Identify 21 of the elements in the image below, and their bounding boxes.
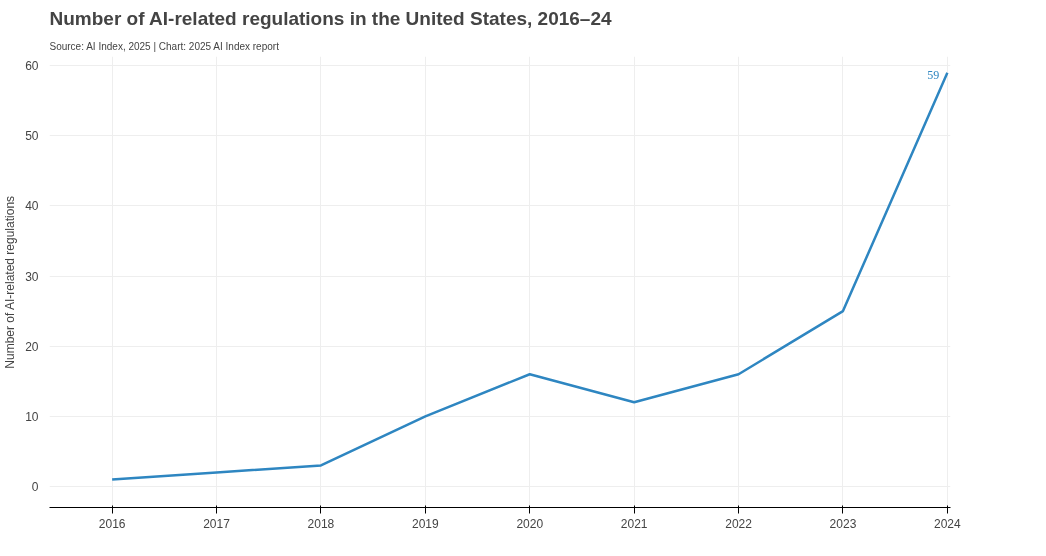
y-tick-label: 30 bbox=[25, 269, 39, 284]
y-tick-label: 50 bbox=[25, 129, 39, 144]
x-tick-label: 2020 bbox=[516, 516, 544, 531]
chart-subtitle: Source: AI Index, 2025 | Chart: 2025 AI Index report bbox=[49, 40, 280, 52]
y-tick-label: 0 bbox=[31, 479, 39, 494]
x-tick-label: 2016 bbox=[98, 516, 126, 531]
x-tick-label: 2019 bbox=[412, 516, 440, 531]
line-series bbox=[110, 71, 949, 481]
y-tick-label: 10 bbox=[25, 409, 39, 424]
x-tick-label: 2023 bbox=[829, 516, 857, 531]
y-tick-label: 40 bbox=[25, 199, 39, 214]
x-tick-label: 2017 bbox=[203, 516, 231, 531]
y-tick-label: 60 bbox=[25, 59, 39, 74]
x-tick-label: 2018 bbox=[307, 516, 335, 531]
y-tick-label: 20 bbox=[25, 339, 39, 354]
chart-title: Number of AI-related regulations in the United States, 2016–24 bbox=[49, 7, 612, 29]
x-tick-label: 2021 bbox=[620, 516, 648, 531]
y-axis-title: Number of AI-related regulations bbox=[3, 195, 18, 369]
x-tick-label: 2024 bbox=[934, 516, 962, 531]
x-tick-label: 2022 bbox=[725, 516, 753, 531]
data-label: 59 bbox=[927, 67, 940, 82]
